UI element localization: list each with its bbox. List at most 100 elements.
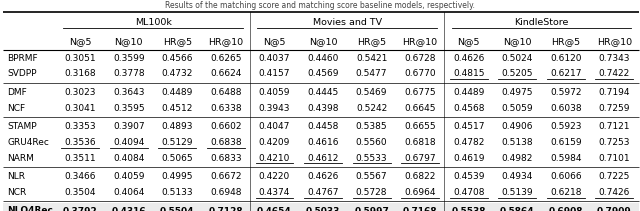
Text: N@5: N@5 <box>263 37 285 46</box>
Text: HR@5: HR@5 <box>163 37 192 46</box>
Text: NCF: NCF <box>8 104 26 113</box>
Text: BPRMF: BPRMF <box>8 54 38 63</box>
Text: 0.6602: 0.6602 <box>210 122 242 131</box>
Text: 0.4398: 0.4398 <box>307 104 339 113</box>
Text: 0.3041: 0.3041 <box>65 104 96 113</box>
Text: 0.5560: 0.5560 <box>356 138 387 147</box>
Text: 0.6672: 0.6672 <box>210 172 242 181</box>
Text: 0.5138: 0.5138 <box>502 138 533 147</box>
Text: 0.6120: 0.6120 <box>550 54 582 63</box>
Text: 0.5997: 0.5997 <box>354 207 389 211</box>
Text: 0.7225: 0.7225 <box>599 172 630 181</box>
Text: 0.4815: 0.4815 <box>453 69 484 78</box>
Text: 0.6218: 0.6218 <box>550 188 582 197</box>
Text: 0.4157: 0.4157 <box>259 69 290 78</box>
Text: 0.3778: 0.3778 <box>113 69 145 78</box>
Text: 0.6217: 0.6217 <box>550 69 582 78</box>
Text: 0.4037: 0.4037 <box>259 54 290 63</box>
Text: 0.3023: 0.3023 <box>65 88 96 97</box>
Bar <box>3 203 639 211</box>
Text: 0.4059: 0.4059 <box>113 172 145 181</box>
Text: 0.5477: 0.5477 <box>356 69 387 78</box>
Text: 0.6833: 0.6833 <box>210 154 242 163</box>
Text: 0.4517: 0.4517 <box>453 122 484 131</box>
Text: 0.3051: 0.3051 <box>65 54 96 63</box>
Text: 0.5139: 0.5139 <box>502 188 533 197</box>
Text: KindleStore: KindleStore <box>515 18 569 27</box>
Text: 0.3168: 0.3168 <box>65 69 96 78</box>
Text: 0.6818: 0.6818 <box>404 138 436 147</box>
Text: 0.7422: 0.7422 <box>599 69 630 78</box>
Text: 0.6838: 0.6838 <box>210 138 242 147</box>
Text: 0.5972: 0.5972 <box>550 88 582 97</box>
Text: 0.5242: 0.5242 <box>356 104 387 113</box>
Text: 0.4059: 0.4059 <box>259 88 290 97</box>
Text: 0.5129: 0.5129 <box>162 138 193 147</box>
Text: 0.6066: 0.6066 <box>550 172 582 181</box>
Text: 0.3907: 0.3907 <box>113 122 145 131</box>
Text: HR@5: HR@5 <box>357 37 386 46</box>
Text: HR@10: HR@10 <box>209 37 243 46</box>
Text: 0.7253: 0.7253 <box>598 138 630 147</box>
Text: 0.4209: 0.4209 <box>259 138 290 147</box>
Text: 0.5504: 0.5504 <box>160 207 195 211</box>
Text: N@10: N@10 <box>503 37 532 46</box>
Text: 0.5864: 0.5864 <box>500 207 534 211</box>
Text: 0.3504: 0.3504 <box>65 188 96 197</box>
Text: 0.4566: 0.4566 <box>162 54 193 63</box>
Text: 0.4732: 0.4732 <box>162 69 193 78</box>
Text: 0.4995: 0.4995 <box>162 172 193 181</box>
Text: 0.4445: 0.4445 <box>307 88 339 97</box>
Text: 0.3466: 0.3466 <box>65 172 96 181</box>
Text: 0.7909: 0.7909 <box>597 207 632 211</box>
Text: 0.5385: 0.5385 <box>356 122 387 131</box>
Text: 0.6338: 0.6338 <box>210 104 242 113</box>
Text: 0.6655: 0.6655 <box>404 122 436 131</box>
Text: 0.4220: 0.4220 <box>259 172 290 181</box>
Text: 0.4654: 0.4654 <box>257 207 292 211</box>
Text: 0.5984: 0.5984 <box>550 154 582 163</box>
Text: 0.4568: 0.4568 <box>453 104 484 113</box>
Text: 0.3792: 0.3792 <box>63 207 98 211</box>
Text: HR@10: HR@10 <box>403 37 438 46</box>
Text: 0.4064: 0.4064 <box>113 188 145 197</box>
Text: 0.4512: 0.4512 <box>162 104 193 113</box>
Text: 0.4316: 0.4316 <box>111 207 146 211</box>
Text: 0.6645: 0.6645 <box>404 104 436 113</box>
Text: 0.6159: 0.6159 <box>550 138 582 147</box>
Text: SVDPP: SVDPP <box>8 69 37 78</box>
Text: 0.7128: 0.7128 <box>209 207 243 211</box>
Text: 0.4047: 0.4047 <box>259 122 290 131</box>
Text: NARM: NARM <box>8 154 35 163</box>
Text: 0.6822: 0.6822 <box>404 172 436 181</box>
Text: 0.4460: 0.4460 <box>307 54 339 63</box>
Text: 0.6948: 0.6948 <box>210 188 242 197</box>
Text: 0.4767: 0.4767 <box>307 188 339 197</box>
Text: 0.4934: 0.4934 <box>502 172 533 181</box>
Text: 0.6964: 0.6964 <box>404 188 436 197</box>
Text: 0.4975: 0.4975 <box>502 88 533 97</box>
Text: 0.3511: 0.3511 <box>65 154 96 163</box>
Text: 0.4210: 0.4210 <box>259 154 290 163</box>
Text: 0.4094: 0.4094 <box>113 138 145 147</box>
Text: N@10: N@10 <box>309 37 337 46</box>
Text: 0.6038: 0.6038 <box>550 104 582 113</box>
Text: 0.7343: 0.7343 <box>598 54 630 63</box>
Text: 0.6797: 0.6797 <box>404 154 436 163</box>
Text: 0.5567: 0.5567 <box>356 172 387 181</box>
Text: 0.6775: 0.6775 <box>404 88 436 97</box>
Text: 0.7259: 0.7259 <box>598 104 630 113</box>
Text: 0.7168: 0.7168 <box>403 207 438 211</box>
Text: 0.5923: 0.5923 <box>550 122 582 131</box>
Text: 0.4489: 0.4489 <box>162 88 193 97</box>
Text: 0.5728: 0.5728 <box>356 188 387 197</box>
Text: 0.4893: 0.4893 <box>162 122 193 131</box>
Text: NLQ4Rec: NLQ4Rec <box>8 207 53 211</box>
Text: STAMP: STAMP <box>8 122 37 131</box>
Text: HR@10: HR@10 <box>597 37 632 46</box>
Text: 0.5421: 0.5421 <box>356 54 387 63</box>
Text: 0.5205: 0.5205 <box>502 69 533 78</box>
Text: 0.3643: 0.3643 <box>113 88 145 97</box>
Text: 0.4782: 0.4782 <box>453 138 484 147</box>
Text: 0.4539: 0.4539 <box>453 172 484 181</box>
